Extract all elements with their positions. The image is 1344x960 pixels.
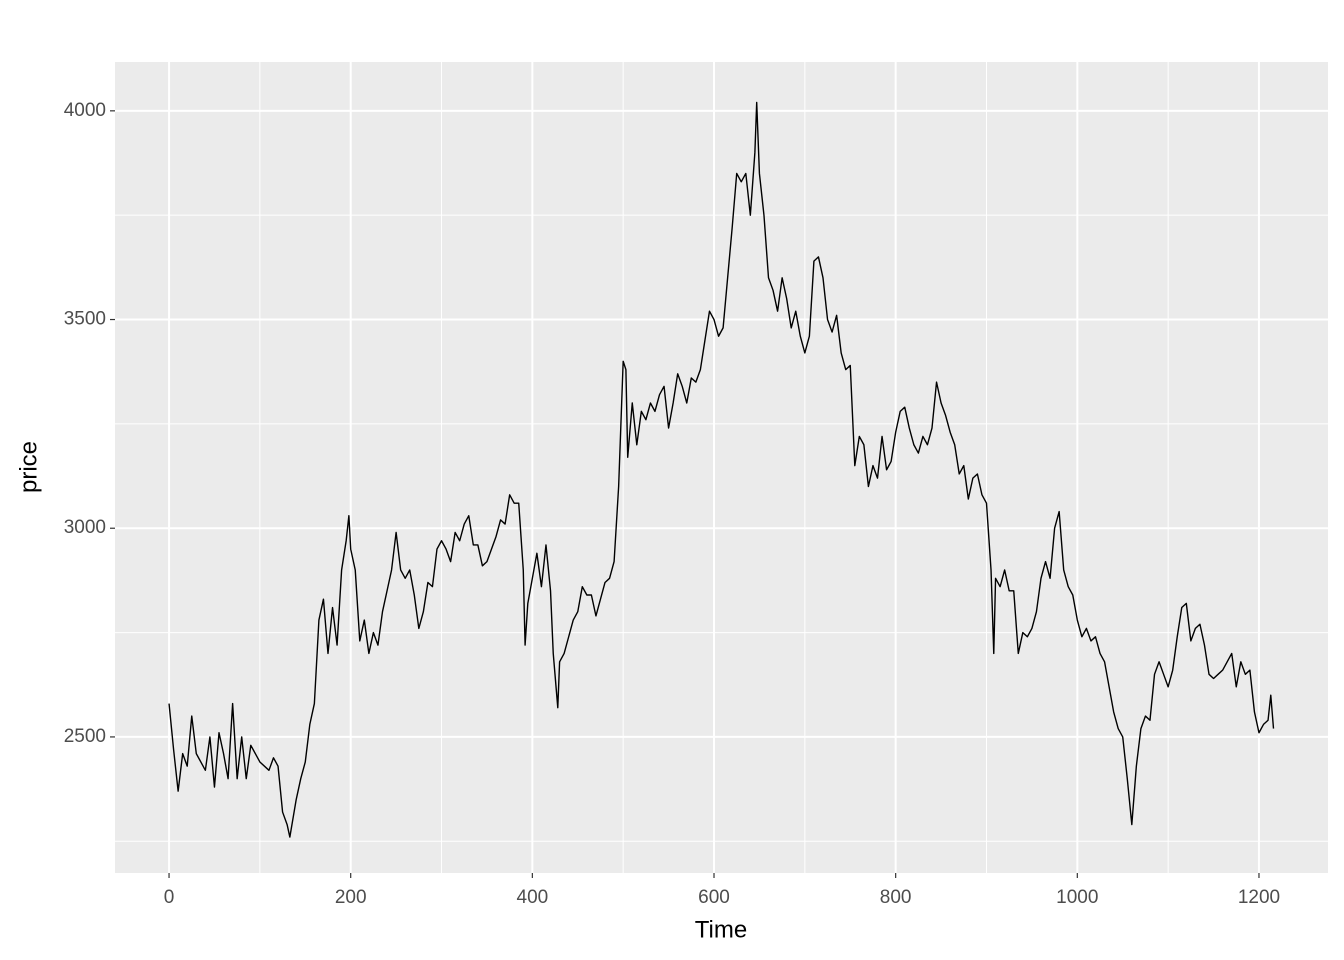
x-tick-label: 800: [880, 887, 912, 908]
y-tick-label: 4000: [64, 100, 106, 121]
x-axis-title: Time: [695, 916, 747, 943]
x-tick-label: 600: [698, 887, 730, 908]
x-tick-label: 1000: [1056, 887, 1098, 908]
x-tick-label: 200: [335, 887, 367, 908]
y-axis-title: price: [15, 441, 42, 493]
y-tick-label: 2500: [64, 726, 106, 747]
panel: [115, 62, 1328, 873]
y-tick-label: 3000: [64, 517, 106, 538]
x-tick-label: 1200: [1238, 887, 1280, 908]
x-tick-label: 0: [164, 887, 175, 908]
price-line: [168, 101, 1275, 838]
x-tick-label: 400: [517, 887, 549, 908]
y-tick-label: 3500: [64, 309, 106, 330]
